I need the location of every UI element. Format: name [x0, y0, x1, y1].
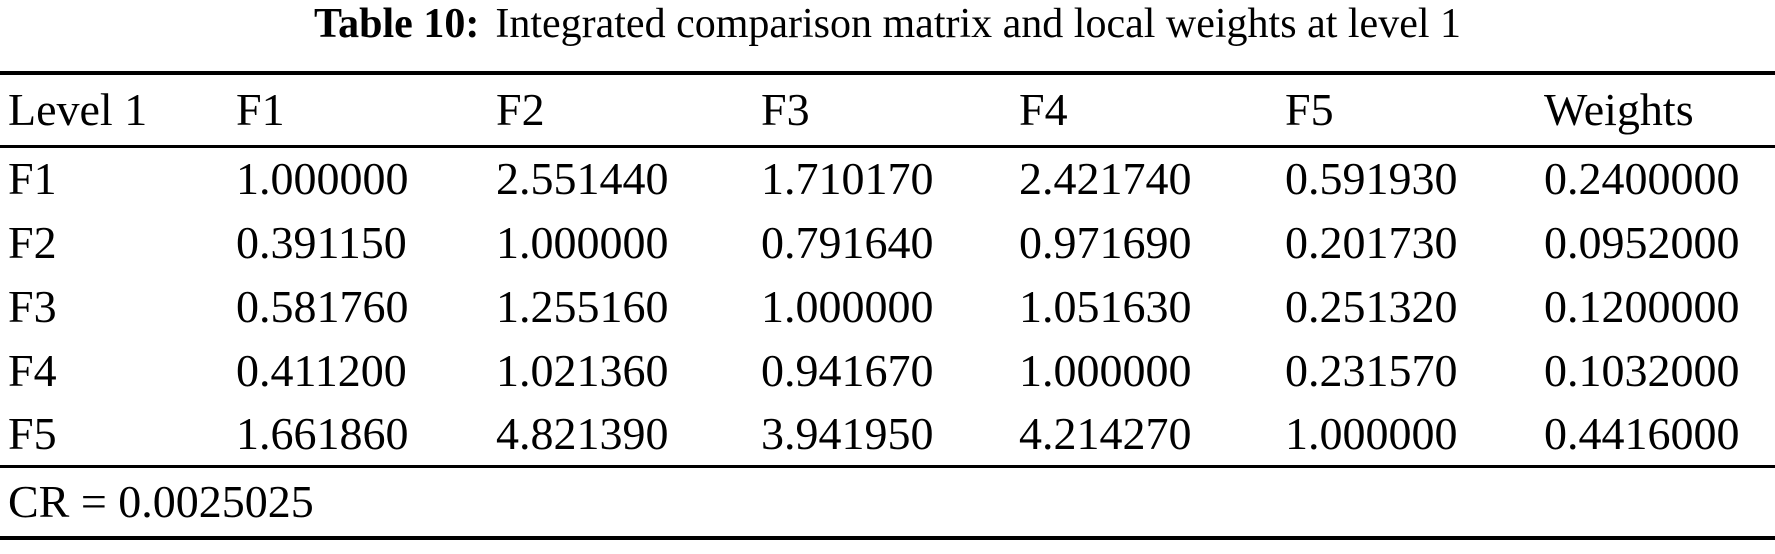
- matrix-cell: 0.2400000: [1544, 153, 1740, 205]
- table-row: F1 1.000000 2.551440 1.710170 2.421740 0.5919…: [0, 146, 1775, 210]
- matrix-cell: 1.000000: [1019, 344, 1192, 396]
- column-header: F3: [761, 84, 810, 136]
- table-row: F3 0.581760 1.255160 1.000000 1.051630 0.2513…: [0, 274, 1775, 338]
- table-row: F2 0.391150 1.000000 0.791640 0.971690 0.2017…: [0, 210, 1775, 274]
- matrix-cell: 1.000000: [496, 216, 669, 268]
- matrix-cell: 4.214270: [1019, 407, 1192, 459]
- matrix-cell: 4.821390: [496, 407, 669, 459]
- matrix-cell: 0.941670: [761, 344, 934, 396]
- table-row: Level 1 F1 F2 F3 F4 F5 Weights: [0, 73, 1775, 146]
- matrix-cell: 0.411200: [236, 344, 407, 396]
- column-header: F2: [496, 84, 545, 136]
- matrix-cell: 0.591930: [1285, 153, 1458, 205]
- comparison-matrix-table: Level 1 F1 F2 F3 F4 F5 Weights F1 1.000000 2.551…: [0, 71, 1775, 540]
- matrix-cell: 0.581760: [236, 280, 409, 332]
- matrix-cell: 0.791640: [761, 216, 934, 268]
- table-row: CR = 0.0025025: [0, 466, 1775, 538]
- matrix-cell: 0.201730: [1285, 216, 1458, 268]
- matrix-cell: 0.251320: [1285, 280, 1458, 332]
- matrix-cell: 1.661860: [236, 407, 409, 459]
- matrix-cell: 1.255160: [496, 280, 669, 332]
- column-header: Weights: [1544, 84, 1694, 136]
- row-label: F4: [8, 344, 57, 396]
- matrix-cell: 0.4416000: [1544, 407, 1740, 459]
- table-body: F1 1.000000 2.551440 1.710170 2.421740 0.5919…: [0, 146, 1775, 466]
- matrix-cell: 1.021360: [496, 344, 669, 396]
- matrix-cell: 1.710170: [761, 153, 934, 205]
- matrix-cell: 1.000000: [761, 280, 934, 332]
- consistency-ratio-note: CR = 0.0025025: [8, 476, 314, 528]
- row-label: F1: [8, 153, 57, 205]
- matrix-cell: 0.971690: [1019, 216, 1192, 268]
- matrix-cell: 3.941950: [761, 407, 934, 459]
- row-label: F3: [8, 280, 57, 332]
- table-caption-text: Integrated comparison matrix and local w…: [495, 1, 1461, 47]
- matrix-cell: 1.051630: [1019, 280, 1192, 332]
- column-header: F4: [1019, 84, 1068, 136]
- table-header-row: Level 1 F1 F2 F3 F4 F5 Weights: [0, 73, 1775, 146]
- row-label: F5: [8, 407, 57, 459]
- matrix-cell: 2.421740: [1019, 153, 1192, 205]
- row-label: F2: [8, 216, 57, 268]
- matrix-cell: 1.000000: [236, 153, 409, 205]
- table-footer: CR = 0.0025025: [0, 466, 1775, 538]
- corner-header: Level 1: [8, 84, 148, 136]
- table-caption-label: Table 10:: [314, 1, 480, 47]
- matrix-cell: 0.0952000: [1544, 216, 1740, 268]
- matrix-cell: 0.1200000: [1544, 280, 1740, 332]
- table-row: F5 1.661860 4.821390 3.941950 4.214270 1.0000…: [0, 402, 1775, 466]
- column-header: F5: [1285, 84, 1334, 136]
- matrix-cell: 0.231570: [1285, 344, 1458, 396]
- column-header: F1: [236, 84, 285, 136]
- table-caption: Table 10: Integrated comparison matrix an…: [0, 0, 1775, 49]
- matrix-cell: 1.000000: [1285, 407, 1458, 459]
- table-row: F4 0.411200 1.021360 0.941670 1.000000 0.2315…: [0, 338, 1775, 402]
- matrix-cell: 0.391150: [236, 216, 407, 268]
- matrix-cell: 2.551440: [496, 153, 669, 205]
- matrix-cell: 0.1032000: [1544, 344, 1740, 396]
